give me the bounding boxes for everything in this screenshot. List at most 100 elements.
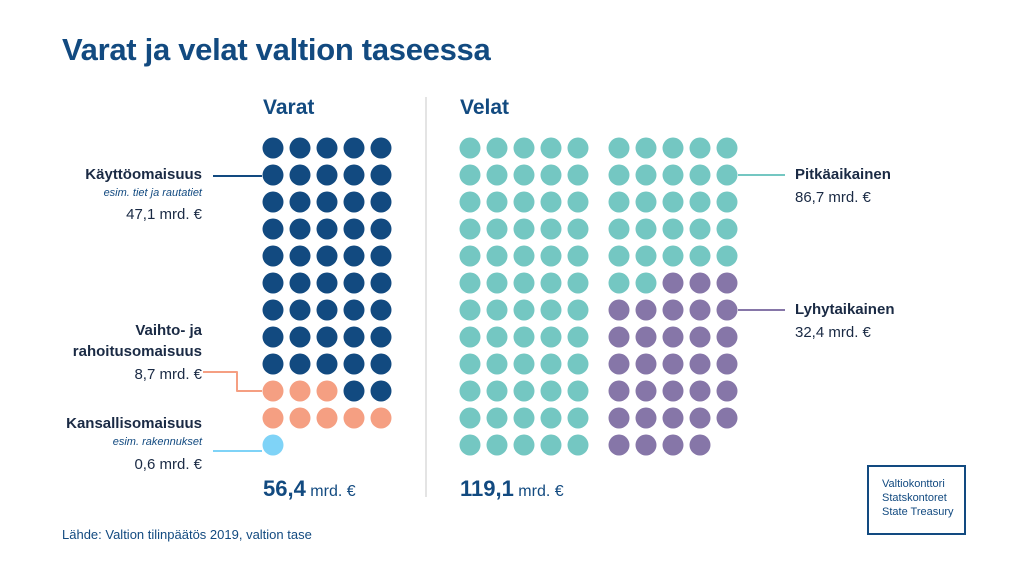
dot-pitka — [716, 137, 738, 159]
dot-pitka — [540, 380, 562, 402]
dot-vaihto — [316, 407, 338, 429]
dot-pitka — [635, 137, 657, 159]
dot-pitka — [662, 218, 684, 240]
label-lyhytaikainen: Lyhytaikainen — [795, 301, 895, 318]
dot-pitka — [635, 245, 657, 267]
dot-kaytto — [316, 164, 338, 186]
dot-kaytto — [289, 353, 311, 375]
dot-pitka — [716, 164, 738, 186]
dot-vaihto — [289, 380, 311, 402]
dot-pitka — [459, 407, 481, 429]
dot-kaytto — [316, 299, 338, 321]
dot-pitka — [608, 245, 630, 267]
varat-total: 56,4 mrd. € — [263, 476, 356, 502]
dot-lyhyt — [716, 380, 738, 402]
logo-line: Valtiokonttori — [882, 478, 945, 490]
dot-kaytto — [370, 137, 392, 159]
label-vaihto-line1: Vaihto- ja — [135, 322, 202, 339]
dot-kaytto — [289, 218, 311, 240]
dot-kaytto — [316, 218, 338, 240]
dot-lyhyt — [662, 380, 684, 402]
dot-pitka — [513, 380, 535, 402]
dot-pitka — [567, 353, 589, 375]
dot-vaihto — [262, 380, 284, 402]
dot-lyhyt — [689, 434, 711, 456]
dot-kaytto — [262, 164, 284, 186]
dot-kaytto — [262, 272, 284, 294]
dot-pitka — [662, 137, 684, 159]
dot-pitka — [486, 326, 508, 348]
dot-kaytto — [289, 326, 311, 348]
velat-total-value: 119,1 — [460, 476, 514, 501]
dot-pitka — [540, 245, 562, 267]
dot-pitka — [513, 218, 535, 240]
dot-lyhyt — [662, 434, 684, 456]
dot-pitka — [459, 434, 481, 456]
dot-kaytto — [370, 218, 392, 240]
dot-pitka — [540, 299, 562, 321]
dot-kaytto — [289, 272, 311, 294]
dot-kaytto — [370, 380, 392, 402]
dot-lyhyt — [662, 299, 684, 321]
dot-kaytto — [289, 164, 311, 186]
value-pitkaaikainen: 86,7 mrd. € — [795, 189, 871, 206]
dot-lyhyt — [689, 326, 711, 348]
dot-lyhyt — [635, 380, 657, 402]
dot-kaytto — [262, 137, 284, 159]
dot-pitka — [716, 245, 738, 267]
dot-lyhyt — [716, 299, 738, 321]
dot-lyhyt — [662, 407, 684, 429]
dot-kaytto — [343, 380, 365, 402]
dot-kaytto — [289, 191, 311, 213]
dot-pitka — [486, 245, 508, 267]
dot-lyhyt — [662, 353, 684, 375]
dot-pitka — [486, 191, 508, 213]
dot-kaytto — [262, 245, 284, 267]
dot-lyhyt — [608, 380, 630, 402]
dot-kaytto — [316, 326, 338, 348]
dot-pitka — [459, 299, 481, 321]
dot-pitka — [540, 164, 562, 186]
dot-kansallis — [262, 434, 284, 456]
logo-line: State Treasury — [882, 506, 954, 518]
dot-pitka — [635, 272, 657, 294]
dot-lyhyt — [716, 353, 738, 375]
dot-lyhyt — [608, 326, 630, 348]
dot-pitka — [540, 137, 562, 159]
dot-lyhyt — [608, 434, 630, 456]
dot-vaihto — [262, 407, 284, 429]
dot-pitka — [513, 191, 535, 213]
divider — [425, 97, 427, 497]
dot-pitka — [567, 407, 589, 429]
dot-kaytto — [262, 191, 284, 213]
dot-pitka — [608, 164, 630, 186]
dot-pitka — [513, 245, 535, 267]
dot-lyhyt — [689, 272, 711, 294]
dot-kaytto — [289, 245, 311, 267]
dot-lyhyt — [608, 299, 630, 321]
dot-vaihto — [343, 407, 365, 429]
dot-pitka — [662, 245, 684, 267]
label-vaihto-line2: rahoitusomaisuus — [72, 343, 202, 360]
dot-pitka — [567, 137, 589, 159]
dot-lyhyt — [716, 407, 738, 429]
dot-lyhyt — [689, 380, 711, 402]
dot-pitka — [486, 434, 508, 456]
dot-lyhyt — [635, 407, 657, 429]
dot-kaytto — [262, 299, 284, 321]
dot-pitka — [486, 353, 508, 375]
dot-pitka — [716, 218, 738, 240]
dot-pitka — [567, 245, 589, 267]
valtiokonttori-logo: Valtiokonttori Statskontoret State Treas… — [867, 465, 966, 535]
dot-kaytto — [370, 191, 392, 213]
dot-pitka — [635, 164, 657, 186]
dot-kaytto — [316, 191, 338, 213]
velat-heading: Velat — [460, 96, 510, 119]
dot-kaytto — [316, 272, 338, 294]
dot-kaytto — [343, 164, 365, 186]
dot-kaytto — [316, 137, 338, 159]
dot-pitka — [608, 272, 630, 294]
dot-kaytto — [343, 218, 365, 240]
velat-total: 119,1 mrd. € — [460, 476, 564, 502]
